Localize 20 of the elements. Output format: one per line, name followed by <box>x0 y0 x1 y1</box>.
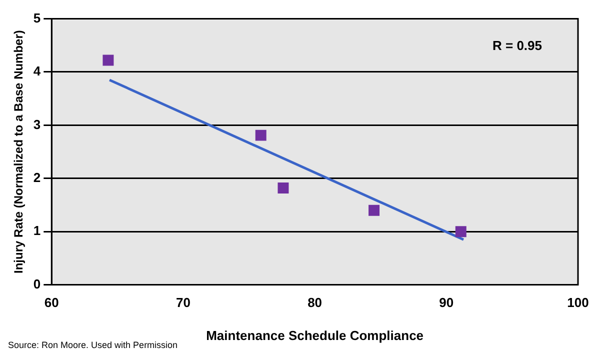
y-axis-title: Injury Rate (Normalized to a Base Number) <box>12 30 26 274</box>
y-tick-label: 0 <box>33 276 41 292</box>
x-tick-label: 100 <box>567 295 589 310</box>
y-tick-label: 1 <box>33 223 41 238</box>
y-tick-label: 2 <box>33 170 41 185</box>
x-tick-label: 60 <box>44 295 59 310</box>
point <box>278 182 289 194</box>
point <box>455 226 466 238</box>
source-note: Source: Ron Moore. Used with Permission <box>8 340 178 350</box>
point <box>255 130 266 141</box>
point <box>102 54 114 66</box>
x-axis-title: Maintenance Schedule Compliance <box>206 328 424 343</box>
y-tick-label: 3 <box>33 116 41 132</box>
x-tick-label: 80 <box>308 295 322 310</box>
point <box>368 204 380 216</box>
y-tick-label: 4 <box>33 64 42 79</box>
y-tick-label: 5 <box>33 10 41 26</box>
annotation: R = 0.95 <box>492 38 542 53</box>
x-tick-label: 70 <box>176 295 190 310</box>
x-tick-label: 90 <box>439 295 454 310</box>
